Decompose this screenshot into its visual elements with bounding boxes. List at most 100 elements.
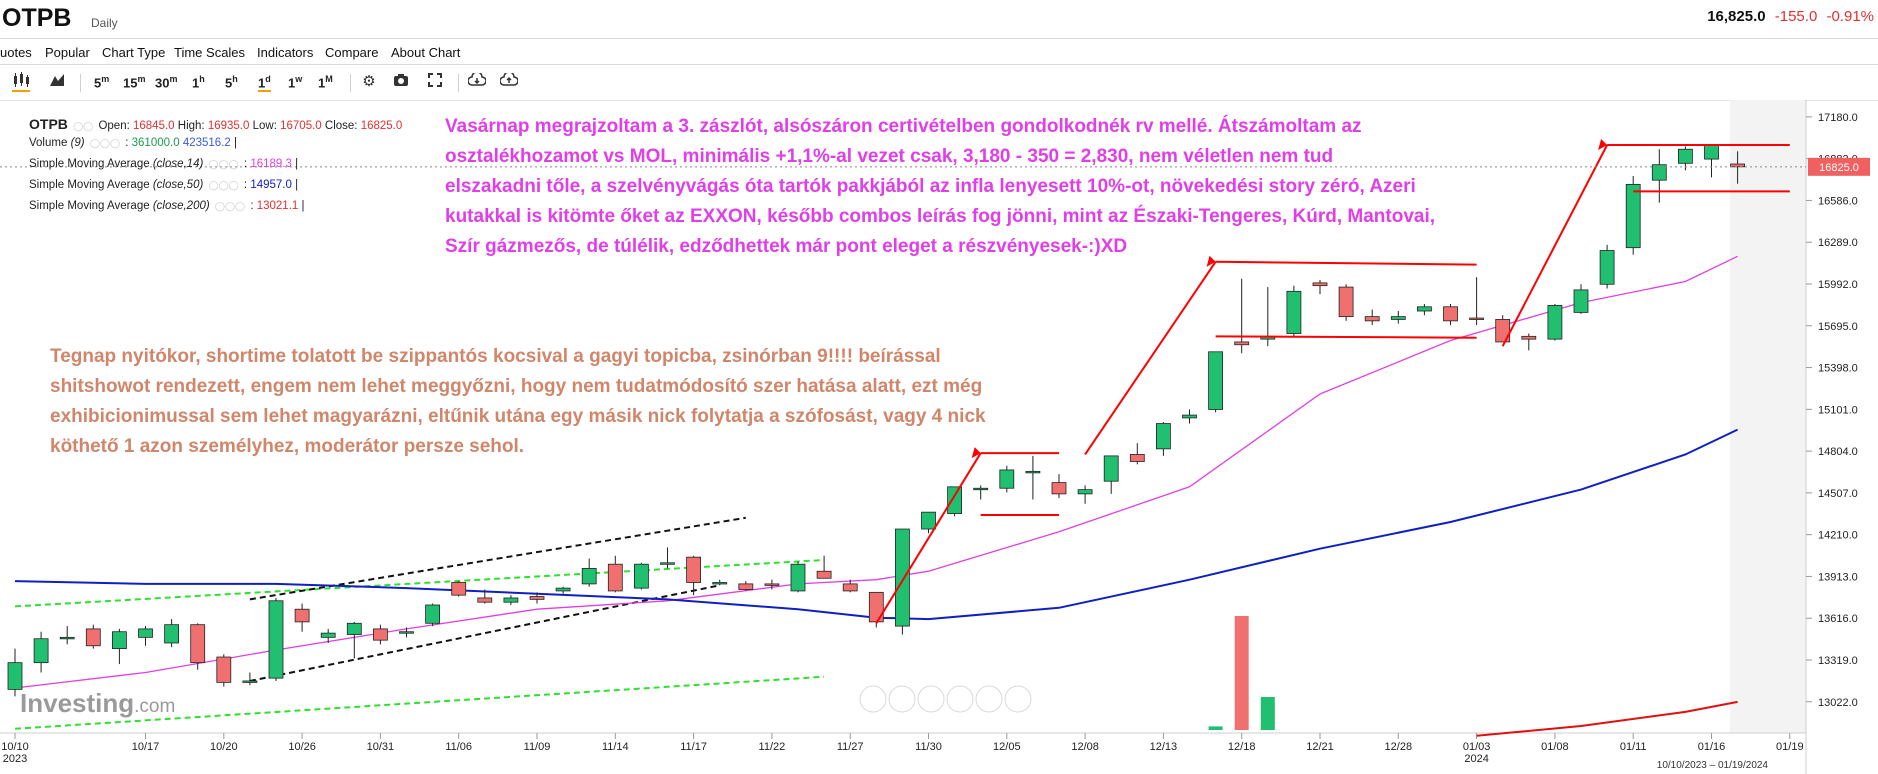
arrow-head xyxy=(1598,139,1608,151)
flag-boundary-line xyxy=(1215,260,1477,266)
candle-body xyxy=(1103,455,1119,482)
eye-icon[interactable]: ◯◯◯ xyxy=(208,159,239,169)
eye-icon[interactable]: ◯◯◯ xyxy=(208,180,239,190)
scroll-right-control[interactable] xyxy=(1004,685,1032,713)
trend-drawings xyxy=(875,139,1790,624)
x-tick-label: 11/22 xyxy=(759,741,786,753)
volume-bar xyxy=(1208,726,1223,730)
sma200-value: 13021.1 xyxy=(256,200,299,212)
menu-quotes[interactable]: uotes xyxy=(0,45,32,60)
period-label: Daily xyxy=(91,16,118,30)
y-tick-label: 14210.0 xyxy=(1818,530,1858,542)
flag-pole-arrow xyxy=(1084,261,1217,456)
candlestick-chart-icon[interactable] xyxy=(12,72,30,92)
candle-body xyxy=(503,597,519,603)
timescale-5h-button[interactable]: 5h xyxy=(225,74,238,91)
symbol-title: OTPB xyxy=(2,4,72,32)
logo-suffix: .com xyxy=(134,696,176,717)
annotation-line: Tegnap nyitókor, shortime tolatott be sz… xyxy=(50,346,941,367)
x-tick-year-label: 2024 xyxy=(1464,753,1488,765)
timescale-30m-button[interactable]: 30m xyxy=(155,74,178,91)
fullscreen-icon[interactable] xyxy=(426,73,444,91)
y-tick-label: 13022.0 xyxy=(1818,697,1858,709)
candle-body xyxy=(947,486,962,514)
candle-body xyxy=(529,596,545,600)
cloud-download-icon[interactable] xyxy=(467,71,487,91)
candle-body xyxy=(1704,144,1719,160)
reset-control[interactable] xyxy=(917,685,945,713)
y-tick-label: 14804.0 xyxy=(1818,446,1858,458)
gear-icon[interactable]: ⚙ xyxy=(362,73,376,90)
flag-pole-arrow xyxy=(875,452,982,624)
volume-bar xyxy=(1234,616,1249,730)
menu-about-chart[interactable]: About Chart xyxy=(391,45,461,60)
high-label: High: xyxy=(177,120,205,132)
candle-body xyxy=(399,631,414,634)
y-tick-label: 13616.0 xyxy=(1818,613,1858,625)
annotation-line: köthető 1 azon személyhez, moderátor per… xyxy=(50,436,525,457)
area-chart-icon[interactable] xyxy=(48,73,66,91)
candle-body xyxy=(1547,304,1563,340)
candle-body xyxy=(999,469,1015,489)
annotation-line: exhibicionimussal sem lehet magyarázni, … xyxy=(50,406,986,427)
y-tick-label: 13913.0 xyxy=(1818,571,1858,583)
sma50-label: Simple Moving Average xyxy=(29,179,150,191)
timescale-5m-button[interactable]: 5m xyxy=(94,74,110,91)
candle-body xyxy=(634,563,649,589)
x-tick-label: 12/18 xyxy=(1228,741,1256,753)
y-tick-label: 16586.0 xyxy=(1818,195,1858,207)
sma200-param: (close,200) xyxy=(152,200,210,212)
price-chart[interactable]: 13022.0 13319.0 13616.0 13913.0 14210.0 14507… xyxy=(0,100,1878,774)
arrow-head xyxy=(971,447,981,459)
x-tick-label: 12/08 xyxy=(1071,741,1099,753)
price-change: -155.0 xyxy=(1774,8,1818,25)
candle-body xyxy=(268,600,284,679)
zoom-out-control[interactable] xyxy=(946,685,974,713)
candle-body xyxy=(738,583,754,590)
candle-body xyxy=(138,628,153,638)
timescale-15m-button[interactable]: 15m xyxy=(123,74,146,91)
volume-value: 361000.0 xyxy=(131,137,180,149)
menu-indicators[interactable]: Indicators xyxy=(257,45,314,60)
candle-body xyxy=(1730,163,1745,168)
camera-icon[interactable] xyxy=(392,73,410,91)
future-area xyxy=(1730,100,1806,733)
zoom-in-control[interactable] xyxy=(888,685,916,713)
candle-body xyxy=(320,632,336,638)
candle-body xyxy=(1390,316,1406,320)
candle-body xyxy=(1469,317,1484,320)
candle-body xyxy=(1573,289,1589,313)
timescale-1h-button[interactable]: 1h xyxy=(192,74,205,91)
x-tick-label: 12/13 xyxy=(1150,741,1178,753)
close-label: Close: xyxy=(324,120,358,132)
legend-sma200: Simple Moving Average (close,200) ◯◯◯ : … xyxy=(29,200,305,212)
eye-icon[interactable]: ◯◯◯ xyxy=(89,138,121,148)
low-label: Low: xyxy=(252,120,277,132)
menu-popular[interactable]: Popular xyxy=(45,45,90,60)
green-dashed-line xyxy=(14,675,825,730)
x-tick-label: 01/03 xyxy=(1463,741,1491,753)
candle-body xyxy=(1156,423,1171,450)
sma14-value: 16189.3 xyxy=(250,158,292,170)
menu-time-scales[interactable]: Time Scales xyxy=(174,45,246,60)
toolbar-divider xyxy=(458,74,459,92)
scroll-left-control[interactable] xyxy=(859,685,887,713)
cloud-upload-icon[interactable] xyxy=(499,71,519,91)
pan-control[interactable] xyxy=(975,685,1003,713)
eye-icon[interactable]: ◯◯ xyxy=(73,121,94,131)
chart-toolbar: 5m 15m 30m 1h 5h 1d 1w 1M ⚙ xyxy=(0,66,1878,101)
eye-icon[interactable]: ◯◯◯ xyxy=(214,201,246,211)
investing-logo: Investing.com xyxy=(20,688,175,719)
x-tick-label: 10/10 xyxy=(1,741,29,753)
y-tick-label: 15695.0 xyxy=(1818,321,1858,333)
legend-sma14: Simple Moving Average (close,14) ◯◯◯ : 1… xyxy=(29,158,299,170)
menu-compare[interactable]: Compare xyxy=(325,45,379,60)
timescale-1M-button[interactable]: 1M xyxy=(318,74,333,91)
candle-body xyxy=(1129,454,1145,462)
legend-symbol: OTPB xyxy=(29,116,68,132)
candle-body xyxy=(607,563,623,592)
timescale-1w-button[interactable]: 1w xyxy=(288,74,303,91)
date-range-label: 10/10/2023 – 01/19/2024 xyxy=(1656,760,1768,771)
menu-chart-type[interactable]: Chart Type xyxy=(102,45,166,60)
timescale-1d-button[interactable]: 1d xyxy=(258,74,271,93)
